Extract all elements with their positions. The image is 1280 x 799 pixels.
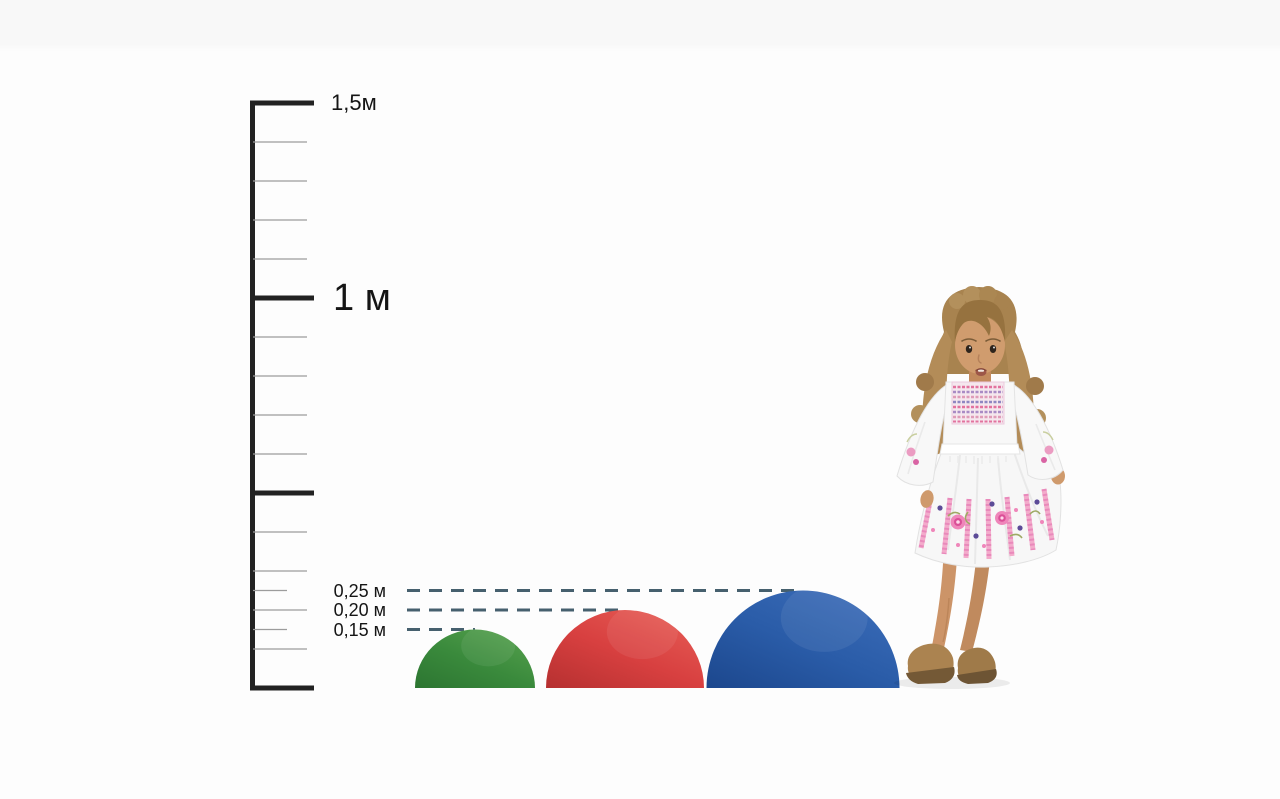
child-photo bbox=[894, 286, 1065, 689]
leader-lines bbox=[407, 589, 803, 631]
left-hand bbox=[920, 490, 934, 508]
shoes bbox=[906, 643, 997, 684]
face bbox=[955, 316, 1005, 374]
bodice bbox=[939, 381, 1021, 464]
sleeves bbox=[896, 383, 1064, 486]
blue-dome-highlight bbox=[780, 583, 868, 652]
red-dome bbox=[546, 610, 704, 688]
legs bbox=[932, 540, 992, 652]
blue-dome bbox=[706, 590, 900, 688]
height-ruler bbox=[250, 100, 314, 691]
face-features bbox=[961, 338, 1001, 376]
green-dome bbox=[415, 629, 535, 688]
red-dome-highlight bbox=[606, 604, 678, 660]
domes bbox=[415, 583, 900, 688]
green-dome-highlight bbox=[461, 625, 516, 667]
hair-fringe bbox=[954, 300, 1006, 342]
